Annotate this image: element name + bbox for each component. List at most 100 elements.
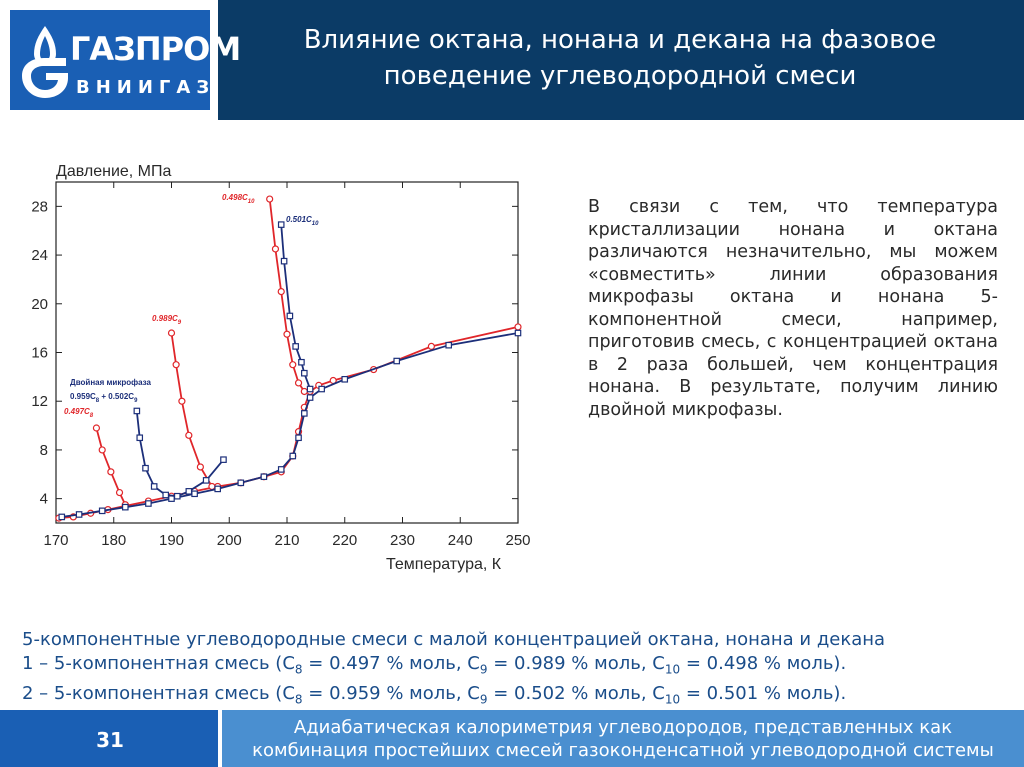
caption-line3: 2 – 5-компонентная смесь (C8 = 0.959 % м… <box>22 682 847 707</box>
data-point <box>168 495 175 502</box>
x-tick-label: 200 <box>217 532 242 549</box>
data-point <box>286 312 294 320</box>
gazprom-flame-icon <box>22 26 68 98</box>
data-point <box>280 257 288 265</box>
y-tick-label: 20 <box>31 296 48 313</box>
logo: ГАЗПРОМ ВНИИГАЗ <box>10 10 241 110</box>
data-point <box>289 361 297 369</box>
data-point <box>318 385 325 393</box>
phase-chart: Давление, МПа 170 180 190 200 210 220 230 240 25… <box>31 163 531 573</box>
y-axis-label: Давление, МПа <box>56 163 171 180</box>
y-tick-label: 12 <box>31 393 48 410</box>
footer-title-panel: Адиабатическая калориметрия углеводородо… <box>222 710 1024 767</box>
caption-line2: 1 – 5-компонентная смесь (C8 = 0.497 % м… <box>22 652 847 677</box>
x-axis-label: Температура, К <box>386 556 502 573</box>
footer-page-panel: 31 <box>0 710 218 767</box>
y-tick-label: 4 <box>40 491 48 508</box>
y-tick-label: 28 <box>31 198 48 215</box>
data-point <box>185 488 193 495</box>
data-point <box>266 195 274 203</box>
data-point <box>208 482 216 491</box>
x-tick-label: 180 <box>101 532 126 549</box>
footer-text: Адиабатическая калориметрия углеводородо… <box>222 716 1024 762</box>
data-point <box>260 473 268 481</box>
data-point <box>220 456 227 463</box>
data-point <box>393 357 401 365</box>
data-point <box>75 511 83 518</box>
data-point <box>115 488 124 497</box>
axis-ticks: 170 180 190 200 210 220 230 240 250 4 8 12 16 20 24 28 <box>31 182 531 549</box>
data-point <box>136 434 144 442</box>
data-point <box>292 343 299 350</box>
data-point <box>514 329 522 337</box>
plot-frame <box>55 181 519 524</box>
x-tick-label: 210 <box>274 532 299 549</box>
x-tick-label: 220 <box>332 532 357 549</box>
slide-title-line2: поведение углеводородной смеси <box>383 61 857 91</box>
data-point <box>214 485 222 493</box>
data-point <box>341 375 349 383</box>
data-point <box>145 500 152 507</box>
logo-subtitle: ВНИИГАЗ <box>76 77 216 98</box>
data-point <box>289 452 297 460</box>
data-point <box>301 410 308 417</box>
data-point <box>202 477 210 484</box>
label-red-c10: 0.498C10 <box>222 193 255 205</box>
y-tick-label: 24 <box>31 247 48 264</box>
data-point <box>178 397 186 405</box>
data-point <box>294 379 303 387</box>
x-tick-label: 240 <box>448 532 473 549</box>
data-point <box>283 330 291 338</box>
data-point <box>427 342 435 351</box>
series-line <box>61 332 519 518</box>
series-line <box>58 326 519 519</box>
data-point <box>142 464 149 472</box>
data-point <box>277 221 285 228</box>
data-point <box>173 492 181 500</box>
x-tick-label: 170 <box>43 532 68 549</box>
data-point <box>172 361 180 369</box>
data-point <box>306 385 314 393</box>
y-tick-label: 8 <box>40 442 48 459</box>
label-red-c9: 0.989C9 <box>152 314 182 326</box>
data-point <box>514 323 522 331</box>
data-point <box>306 394 314 401</box>
data-point <box>162 491 170 499</box>
data-point <box>98 446 106 454</box>
data-point <box>150 483 158 490</box>
data-point <box>92 424 101 432</box>
label-blue-c10: 0.501C10 <box>286 215 319 227</box>
series-2 <box>58 221 522 521</box>
series-1 <box>55 195 522 522</box>
data-point <box>107 468 115 476</box>
data-point <box>298 358 305 366</box>
data-point <box>98 507 106 515</box>
data-point <box>295 434 302 442</box>
data-point <box>277 288 285 296</box>
data-point <box>58 513 66 521</box>
data-point <box>196 463 204 471</box>
label-micro-composition: 0.959C8 + 0.502C9 <box>70 392 138 404</box>
data-point <box>133 407 141 415</box>
data-point <box>237 479 245 487</box>
footer-text-line2: комбинация простейших смесей газоконденс… <box>252 740 994 761</box>
slide-title: Влияние октана, нонана и декана на фазов… <box>240 22 1000 94</box>
label-micro-title: Двойная микрофаза <box>70 378 152 387</box>
data-point <box>121 503 129 511</box>
data-point <box>185 431 193 439</box>
logo-panel: ГАЗПРОМ ВНИИГАЗ <box>0 0 241 120</box>
x-tick-label: 190 <box>159 532 184 549</box>
data-point <box>277 466 285 473</box>
data-point <box>300 387 308 396</box>
explanation-text: В связи с тем, что температура кристалли… <box>588 197 998 420</box>
series-line <box>170 332 213 487</box>
x-tick-label: 250 <box>505 532 530 549</box>
page-number: 31 <box>96 728 124 752</box>
footer-text-line1: Адиабатическая калориметрия углеводородо… <box>293 717 953 738</box>
data-point <box>271 245 280 253</box>
data-point <box>191 490 198 498</box>
data-point <box>167 329 176 337</box>
data-point <box>301 369 308 377</box>
logo-name: ГАЗПРОМ <box>70 30 241 68</box>
series-layer <box>55 195 522 522</box>
